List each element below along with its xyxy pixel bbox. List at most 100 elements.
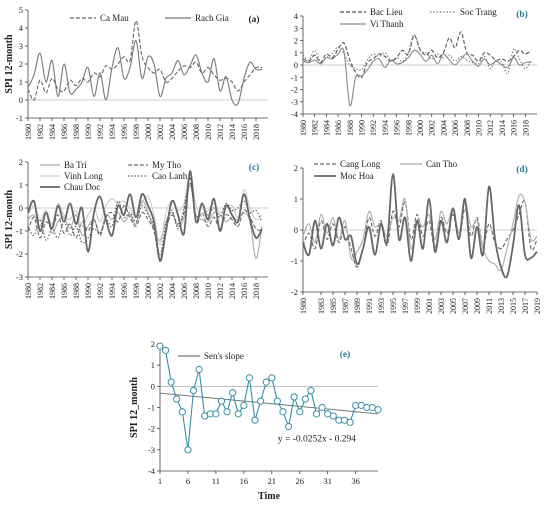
x-tick-label: 2006 [180, 124, 189, 140]
legend-label: Vi Thanh [370, 19, 404, 29]
y-tick-label: -2 [291, 287, 298, 297]
data-point [262, 378, 270, 386]
x-tick-label: 1992 [369, 120, 378, 136]
x-tick-label: 16 [240, 476, 249, 486]
series-line-vi-thanh [302, 47, 532, 107]
x-tick-label: 2016 [510, 120, 519, 136]
x-tick-label: 2004 [168, 283, 177, 299]
x-tick-label: 2016 [240, 124, 249, 140]
x-tick-label: 2012 [216, 283, 225, 299]
data-point [273, 397, 281, 405]
legend-label: My Tho [152, 160, 182, 170]
x-tick-label: 1988 [72, 124, 81, 140]
y-tick-label: 2 [294, 36, 298, 46]
data-point [217, 397, 226, 405]
data-point [301, 395, 309, 403]
panel-label: (e) [340, 349, 351, 360]
x-tick-label: 2014 [228, 283, 237, 299]
data-point [346, 418, 354, 426]
x-tick-label: 1985 [329, 298, 338, 314]
series-line-ca-mau [27, 20, 263, 101]
y-tick-label: -4 [291, 109, 299, 119]
x-tick-label: 1996 [120, 283, 129, 299]
x-tick-label: 2008 [192, 124, 201, 140]
x-tick-label: 2002 [156, 124, 165, 140]
data-point [156, 342, 164, 350]
trend-equation: y = -0.0252x - 0.294 [278, 434, 356, 444]
data-point [296, 408, 304, 416]
y-tick-label: 2 [19, 59, 23, 69]
data-point [284, 422, 293, 431]
y-tick-label: 3 [19, 41, 23, 51]
data-point [223, 408, 231, 416]
x-tick-label: 1 [158, 476, 162, 486]
y-axis-label: SPI 12-month [4, 189, 15, 249]
data-point [173, 395, 181, 403]
x-tick-label: 1998 [132, 283, 141, 299]
data-point [251, 416, 259, 424]
x-tick-label: 1990 [84, 283, 93, 299]
x-tick-label: 2014 [228, 124, 237, 140]
legend-label: Sen's slope [204, 351, 244, 361]
x-tick-label: 2001 [425, 298, 434, 314]
x-tick-label: 2005 [449, 298, 458, 314]
x-tick-label: 2012 [216, 124, 225, 140]
x-tick-label: 2009 [473, 298, 482, 314]
y-tick-label: 1 [19, 180, 23, 190]
series-line-cao-lanh [27, 182, 263, 255]
y-tick-label: -3 [148, 445, 155, 455]
x-tick-label: 2003 [437, 298, 446, 314]
x-tick-label: 2000 [144, 124, 153, 140]
x-tick-label: 1988 [346, 120, 355, 136]
y-tick-label: 0 [294, 60, 298, 70]
x-tick-label: 6 [186, 476, 190, 486]
series-line-rach-gia [27, 40, 263, 106]
series-line-chau-doc [27, 170, 263, 262]
x-tick-label: 1980 [299, 120, 308, 136]
legend-label: Cang Long [340, 159, 381, 169]
x-tick-label: 2000 [144, 283, 153, 299]
x-tick-label: 2014 [498, 120, 507, 136]
x-tick-label: 1989 [353, 298, 362, 314]
legend-label: Moc Hoa [340, 171, 374, 181]
x-tick-label: 2018 [252, 124, 261, 140]
x-tick-label: 2004 [168, 124, 177, 140]
x-tick-label: 1991 [365, 298, 374, 314]
x-tick-label: 1999 [413, 298, 422, 314]
y-tick-label: 5 [19, 5, 23, 15]
y-tick-label: 1 [19, 77, 23, 87]
data-point [329, 412, 337, 420]
series-line-my-tho [27, 177, 263, 260]
x-tick-label: 1994 [108, 124, 117, 140]
legend-label: Chau Doc [64, 182, 100, 192]
x-tick-label: 1998 [132, 124, 141, 140]
legend-label: Vinh Long [64, 171, 103, 181]
y-tick-label: -1 [16, 113, 23, 123]
y-tick-label: 0 [294, 225, 298, 235]
y-tick-label: -2 [291, 85, 298, 95]
x-tick-label: 2010 [204, 283, 213, 299]
legend-label: Soc Trang [460, 7, 497, 17]
x-tick-label: 1995 [389, 298, 398, 314]
data-point [279, 408, 287, 416]
y-tick-label: -3 [16, 272, 23, 282]
x-tick-label: 1980 [24, 124, 33, 140]
y-tick-label: 0 [19, 95, 23, 105]
x-tick-label: 1984 [322, 120, 331, 136]
x-tick-label: 2004 [439, 120, 448, 136]
x-tick-label: 1986 [60, 124, 69, 140]
data-point [268, 374, 276, 382]
legend-label: Ca Mau [100, 13, 129, 23]
panel-a: -1 0 1 2 3 4 5 1980 1982 1984 1986 1988 1990 1992 1994… [4, 5, 268, 140]
y-tick-label: 0 [151, 381, 155, 391]
data-point [374, 406, 382, 414]
series-line-bac-lieu [302, 31, 532, 79]
data-point [290, 393, 298, 401]
x-tick-label: 1982 [311, 120, 320, 136]
x-tick-label: 2018 [521, 120, 530, 136]
x-tick-label: 2006 [180, 283, 189, 299]
x-axis-label: Time [258, 491, 281, 502]
x-tick-label: 1984 [48, 283, 57, 299]
